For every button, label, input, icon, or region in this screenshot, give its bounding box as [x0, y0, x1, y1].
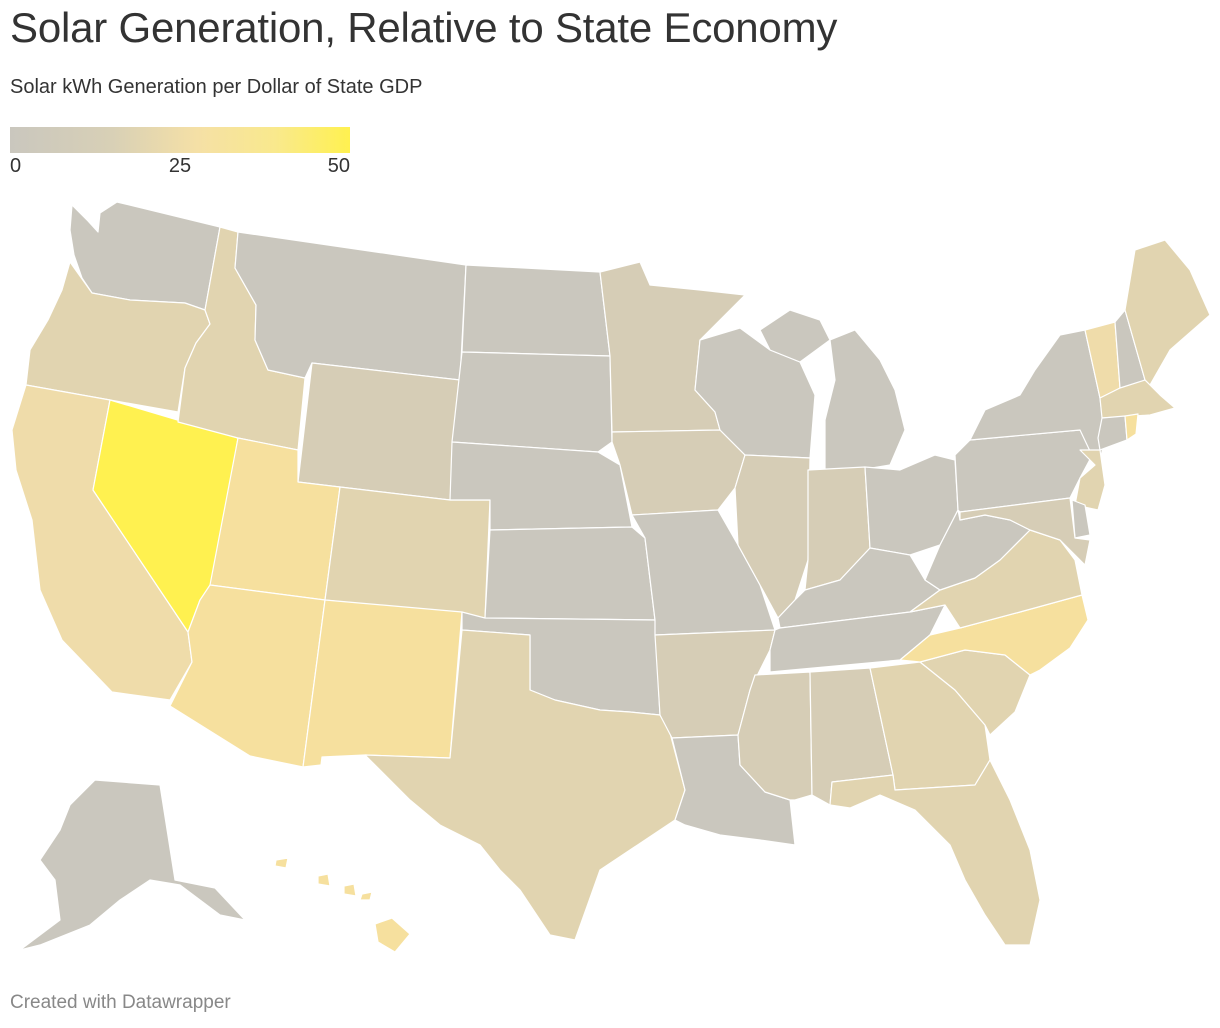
chart-subtitle: Solar kWh Generation per Dollar of State… [10, 76, 423, 98]
state-shapes [11, 201, 1211, 953]
credit-text: Created with Datawrapper [10, 992, 231, 1013]
state-nj[interactable] [1074, 449, 1106, 511]
state-pa[interactable] [954, 429, 1096, 513]
state-md[interactable] [959, 497, 1091, 566]
state-ct[interactable] [1097, 415, 1128, 451]
color-legend: 0 25 50 [10, 127, 350, 179]
state-ri[interactable] [1124, 413, 1139, 441]
legend-ticks: 0 25 50 [10, 153, 350, 179]
chart-title: Solar Generation, Relative to State Econ… [10, 4, 838, 51]
legend-gradient-bar [10, 127, 350, 153]
state-co[interactable] [324, 486, 491, 619]
legend-tick-mid: 25 [168, 155, 192, 177]
state-ks[interactable] [484, 526, 656, 621]
state-hi[interactable] [274, 857, 411, 953]
state-ak[interactable] [19, 779, 246, 951]
state-fl[interactable] [829, 759, 1041, 946]
state-mi[interactable] [759, 309, 906, 471]
state-nm[interactable] [302, 599, 463, 768]
state-ia[interactable] [611, 429, 746, 516]
state-wy[interactable] [297, 362, 461, 501]
state-mt[interactable] [234, 231, 467, 381]
legend-tick-min: 0 [10, 155, 22, 177]
state-nd[interactable] [461, 264, 611, 357]
us-choropleth-map [11, 201, 1211, 953]
state-sd[interactable] [451, 351, 613, 453]
legend-tick-max: 50 [327, 155, 350, 177]
state-tx[interactable] [364, 629, 686, 941]
